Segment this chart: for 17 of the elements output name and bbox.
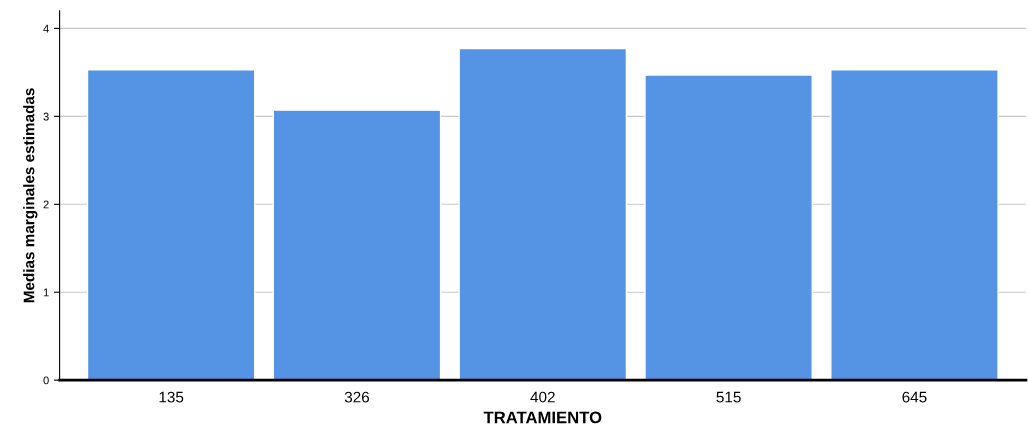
bar — [644, 74, 813, 381]
y-tick-label: 0 — [43, 376, 49, 385]
y-tick-label: 1 — [43, 288, 49, 297]
x-tick-label: 326 — [344, 391, 370, 403]
x-tick-label: 135 — [159, 391, 184, 403]
bar — [86, 69, 256, 381]
bar — [830, 69, 999, 381]
y-axis-title: Medias marginales estimadas — [23, 88, 38, 303]
bar — [458, 47, 628, 381]
y-tick-label: 3 — [43, 112, 49, 121]
y-tick-label: 2 — [43, 200, 49, 209]
x-tick-label: 515 — [716, 391, 741, 403]
bar — [272, 109, 442, 381]
x-axis-title: TRATAMIENTO — [483, 411, 602, 424]
x-tick-label: 402 — [530, 391, 555, 403]
y-tick-label: 4 — [43, 24, 49, 33]
x-tick-label: 645 — [902, 391, 927, 403]
